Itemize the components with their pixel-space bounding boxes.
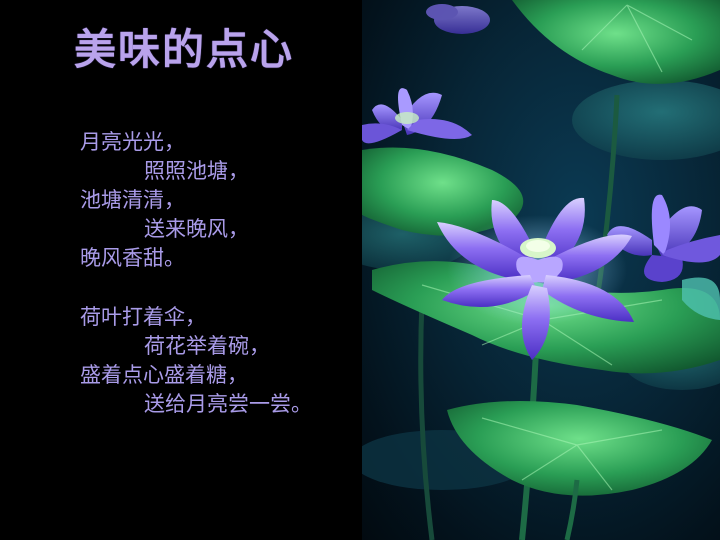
bg-leaf xyxy=(572,80,720,160)
poem-line: 送来晚风， xyxy=(144,217,249,241)
poem-line: 送给月亮尝一尝。 xyxy=(144,392,312,416)
slide-title: 美味的点心 xyxy=(74,25,295,74)
leaf xyxy=(512,0,720,84)
lotus-flower-main xyxy=(437,197,634,360)
poem: 月亮光光， 照照池塘， 池塘清清， 送来晚风， 晚风香甜。 荷叶打着伞， 荷花举… xyxy=(80,128,360,419)
lotus-flower-distant xyxy=(426,4,490,34)
stanza-gap xyxy=(80,273,360,303)
poem-line: 月亮光光， xyxy=(80,130,185,154)
lotus-photo xyxy=(362,0,720,540)
lotus-flower-right xyxy=(607,194,720,282)
poem-line: 照照池塘， xyxy=(144,159,249,183)
poem-line: 晚风香甜。 xyxy=(80,246,185,270)
poem-line: 荷叶打着伞， xyxy=(80,305,206,329)
lotus-illustration xyxy=(362,0,720,540)
poem-line: 盛着点心盛着糖， xyxy=(80,363,248,387)
lotus-flower-left xyxy=(362,88,472,144)
poem-line: 荷花举着碗， xyxy=(144,334,270,358)
poem-line: 池塘清清， xyxy=(80,188,185,212)
leaf xyxy=(362,147,524,236)
